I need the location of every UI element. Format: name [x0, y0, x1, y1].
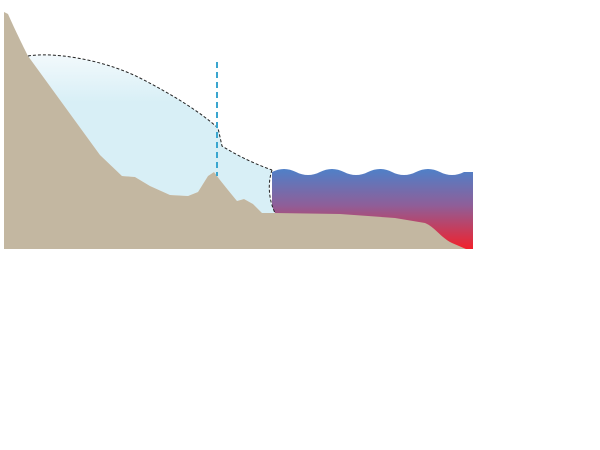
calving-front-outline: [268, 169, 276, 214]
glacier-ice-sheet: [28, 54, 275, 214]
glacier-surface-outline: [27, 54, 273, 171]
bedrock-terrain: [4, 12, 466, 249]
